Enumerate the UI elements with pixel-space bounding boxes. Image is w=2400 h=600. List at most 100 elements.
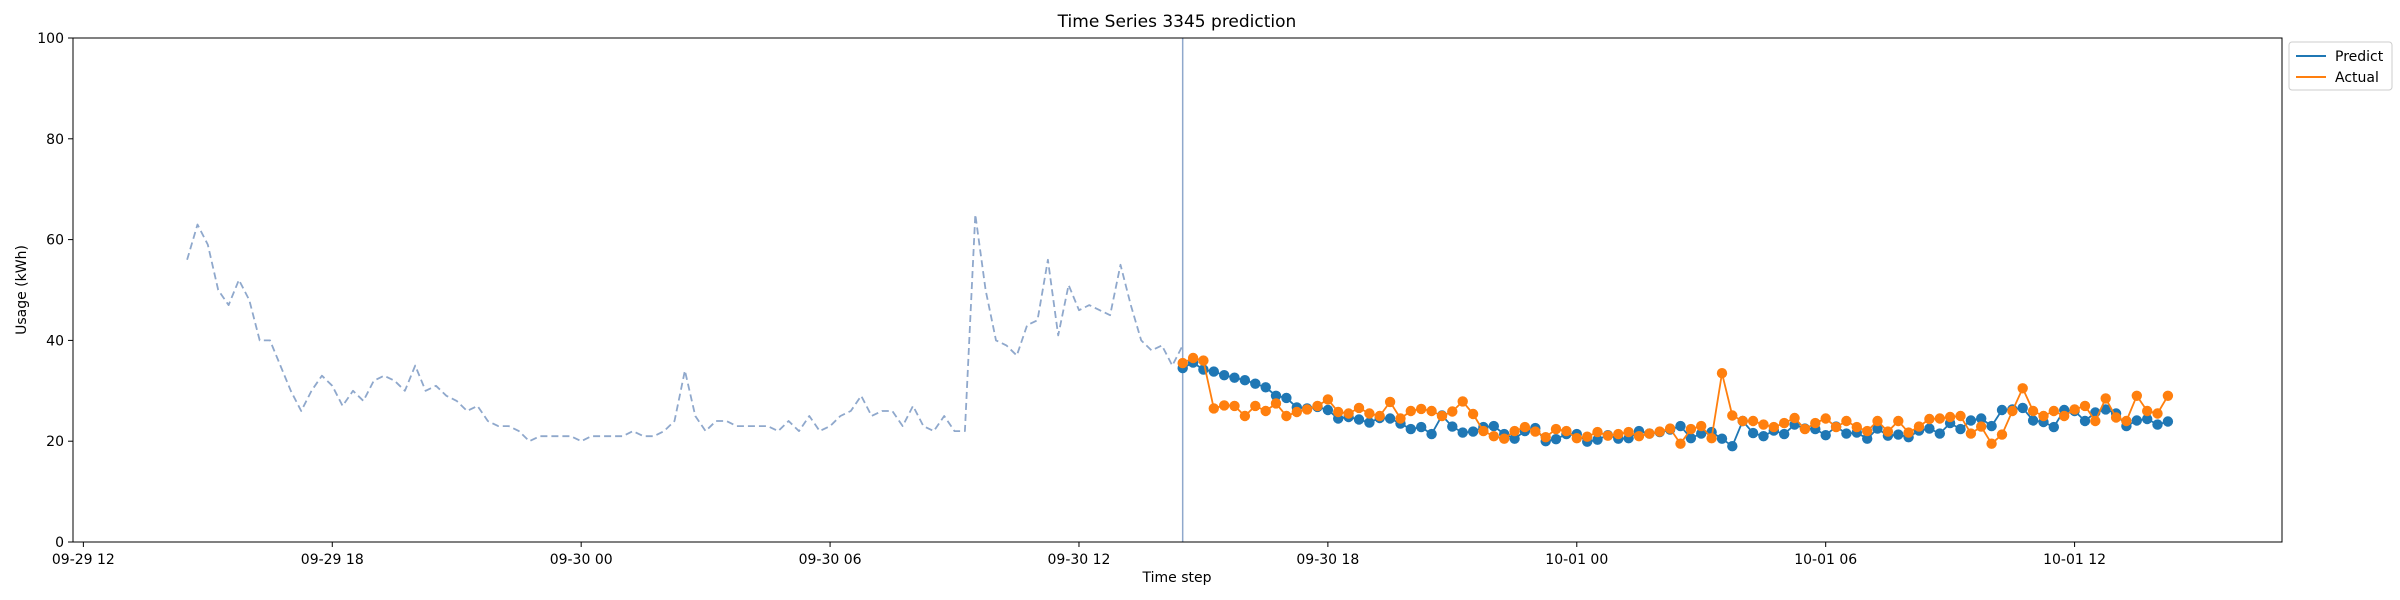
series-point-actual	[1343, 408, 1354, 419]
series-point-actual	[1623, 426, 1634, 438]
series-point-actual	[1457, 396, 1468, 407]
series-point-actual	[1779, 417, 1790, 429]
series-point-predict	[1862, 433, 1873, 444]
series-point-actual	[1582, 431, 1593, 442]
legend-predict-label: Predict	[2335, 49, 2384, 65]
series-point-predict	[1416, 421, 1427, 433]
series-point-predict	[2017, 402, 2028, 414]
series-point-actual	[1758, 419, 1769, 430]
series-point-predict	[1447, 421, 1458, 432]
x-tick-label: 09-30 12	[1048, 552, 1111, 568]
series-point-actual	[2007, 405, 2018, 417]
series-point-predict	[1467, 426, 1479, 437]
series-point-actual	[1384, 396, 1396, 408]
series-point-actual	[1810, 417, 1821, 429]
series-point-actual	[1374, 410, 1385, 422]
series-point-actual	[1613, 428, 1624, 440]
y-tick-label: 0	[55, 535, 64, 551]
plot-area	[186, 38, 2174, 542]
series-point-actual	[1436, 410, 1448, 422]
series-point-actual	[1716, 368, 1728, 379]
series-point-predict	[1322, 404, 1334, 416]
series-point-actual	[1405, 405, 1417, 417]
series-point-predict	[1250, 378, 1261, 389]
series-point-actual	[1301, 404, 1313, 415]
series-point-predict	[2162, 416, 2174, 427]
series-point-actual	[2048, 405, 2059, 417]
legend: Predict Actual	[2288, 41, 2393, 91]
series-point-actual	[2121, 415, 2132, 427]
series-point-actual	[1903, 427, 1914, 438]
series-point-predict	[2142, 413, 2153, 425]
chart-title: Time Series 3345 prediction	[1057, 12, 1297, 32]
series-point-actual	[1426, 405, 1437, 417]
x-axis: 09-29 12 09-29 18 09-30 00 09-30 06 09-30 12…	[52, 542, 2106, 568]
y-tick-label: 40	[46, 333, 64, 349]
series-point-actual	[1851, 421, 1863, 433]
series-point-predict	[1550, 434, 1562, 445]
y-tick-label: 80	[46, 132, 64, 148]
series-point-actual	[1799, 423, 1811, 435]
series-point-actual	[2142, 405, 2153, 417]
series-point-predict	[1841, 428, 1852, 439]
series-point-actual	[2017, 383, 2028, 394]
series-point-predict	[1976, 413, 1987, 424]
series-point-actual	[1841, 415, 1852, 427]
series-point-actual	[1747, 415, 1759, 427]
series-point-predict	[1685, 433, 1697, 444]
series-point-actual	[2100, 393, 2111, 404]
series-point-actual	[1789, 412, 1800, 424]
series-point-actual	[1208, 403, 1220, 414]
series-point-actual	[1654, 426, 1665, 437]
series-point-predict	[1405, 423, 1417, 435]
series-point-actual	[1924, 413, 1935, 425]
series-point-actual	[1675, 438, 1686, 449]
series-point-actual	[1540, 432, 1551, 443]
series-point-actual	[1644, 428, 1655, 439]
series-point-predict	[1996, 404, 2008, 416]
series-point-actual	[1965, 428, 1977, 439]
series-point-predict	[1872, 423, 1883, 434]
x-tick-label: 10-01 06	[1794, 552, 1857, 568]
series-line-history	[186, 213, 1184, 443]
series-point-actual	[1353, 402, 1365, 414]
series-point-predict	[1747, 427, 1759, 439]
series-point-actual	[2090, 415, 2101, 427]
series-point-actual	[1696, 420, 1707, 432]
series-point-actual	[2027, 405, 2039, 417]
y-tick-label: 100	[37, 31, 64, 47]
x-tick-label: 09-30 00	[550, 552, 613, 568]
series-point-actual	[1996, 429, 2008, 440]
series-point-predict	[2152, 419, 2163, 430]
series-point-predict	[1229, 372, 1240, 383]
series-point-actual	[1986, 438, 1997, 449]
series-point-actual	[1229, 400, 1240, 412]
series-point-actual	[1685, 423, 1697, 435]
x-axis-label: Time step	[1142, 570, 1212, 586]
series-point-actual	[1706, 433, 1717, 444]
y-axis: 0 20 40 60 80 100	[37, 31, 73, 551]
series-point-predict	[1219, 370, 1230, 381]
series-point-actual	[1934, 413, 1946, 424]
series-point-predict	[1353, 414, 1365, 425]
series-point-actual	[1768, 421, 1780, 433]
series-point-actual	[1664, 423, 1676, 434]
series-point-predict	[1208, 366, 1220, 377]
legend-actual-label: Actual	[2335, 70, 2379, 86]
series-point-actual	[1561, 425, 1572, 437]
series-point-actual	[1727, 410, 1738, 421]
series-point-actual	[1862, 425, 1873, 437]
series-point-actual	[1530, 426, 1541, 437]
series-point-predict	[1384, 413, 1396, 424]
series-point-predict	[2100, 404, 2111, 415]
series-point-actual	[1198, 355, 1209, 366]
x-tick-label: 10-01 12	[2043, 552, 2106, 568]
series-point-actual	[1239, 410, 1251, 422]
series-point-actual	[1955, 410, 1966, 422]
series-point-predict	[1592, 434, 1603, 445]
series-point-actual	[1281, 410, 1292, 422]
series-point-actual	[1830, 421, 1842, 433]
series-point-actual	[2152, 408, 2163, 419]
